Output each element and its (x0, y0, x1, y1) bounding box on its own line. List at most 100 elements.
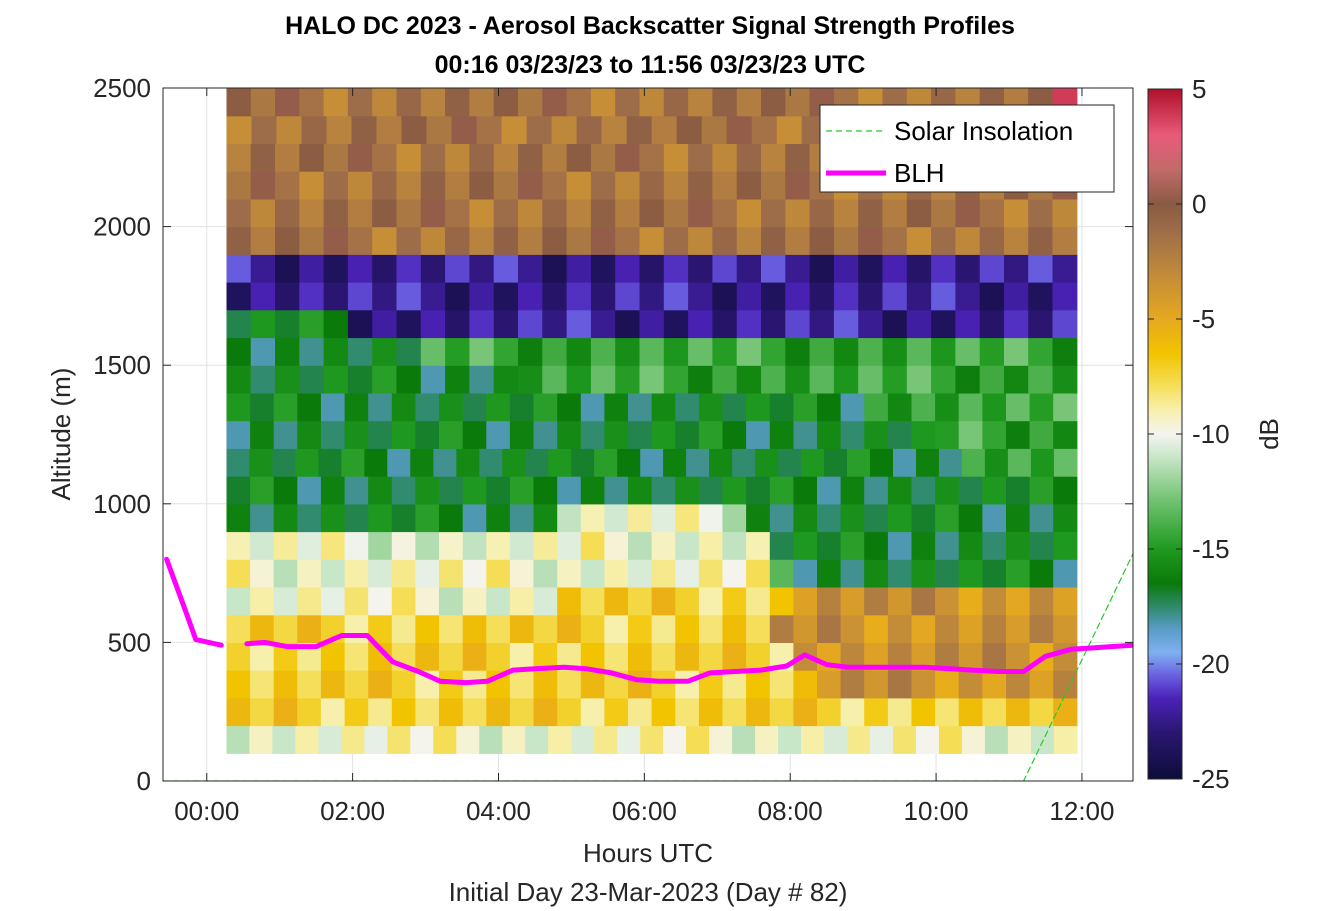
colorbar-tick-label: 0 (1192, 189, 1206, 219)
heatmap-cell (712, 337, 738, 366)
heatmap-cell (250, 614, 275, 643)
heatmap-cell (518, 254, 543, 283)
heatmap-cell (736, 143, 762, 172)
heatmap-cell (320, 392, 346, 422)
heatmap-cell (935, 670, 960, 699)
heatmap-cell (712, 282, 738, 311)
heatmap-cell (726, 115, 753, 144)
heatmap-cell (462, 503, 487, 533)
heatmap-cell (525, 725, 549, 754)
heatmap-cell (1053, 670, 1078, 699)
heatmap-cell (226, 337, 252, 366)
heatmap-cell (663, 337, 689, 366)
heatmap-cell (864, 697, 889, 727)
heatmap-cell (276, 115, 303, 144)
heatmap-cell (391, 670, 416, 699)
heatmap-cell (911, 392, 936, 422)
heatmap-cell (906, 365, 932, 394)
heatmap-cell (935, 476, 960, 505)
heatmap-cell (590, 226, 616, 255)
heatmap-cell (566, 365, 592, 394)
heatmap-cell (1029, 670, 1054, 699)
heatmap-cell (736, 254, 762, 283)
heatmap-cell (391, 476, 416, 505)
heatmap-cell (420, 337, 446, 366)
heatmap-cell (931, 198, 956, 228)
heatmap-cell (250, 282, 276, 311)
heatmap-cell (542, 365, 568, 394)
heatmap-cell (576, 115, 603, 144)
heatmap-cell (887, 670, 913, 699)
heatmap-cell (858, 337, 884, 366)
heatmap-cell (761, 226, 786, 255)
heatmap-cell (761, 254, 786, 283)
heatmap-cell (1029, 531, 1054, 560)
heatmap-cell (615, 143, 641, 172)
heatmap-cell (833, 309, 859, 339)
heatmap-cell (462, 476, 487, 505)
heatmap-cell (323, 282, 349, 311)
heatmap-cell (323, 88, 349, 117)
heatmap-cell (396, 282, 422, 311)
heatmap-cell (590, 254, 616, 283)
heatmap-cell (833, 365, 859, 394)
heatmap-cell (628, 614, 653, 643)
heatmap-cell (722, 697, 747, 727)
heatmap-cell (824, 725, 848, 754)
heatmap-cell (712, 143, 738, 172)
heatmap-cell (958, 670, 983, 699)
heatmap-cell (722, 476, 747, 505)
heatmap-cell (785, 143, 811, 172)
heatmap-cell (675, 420, 700, 449)
heatmap-cell (439, 392, 464, 422)
heatmap-cell (486, 531, 511, 560)
heatmap-cell (712, 226, 738, 255)
heatmap-cell (566, 171, 592, 200)
heatmap-cell (847, 448, 871, 477)
heatmap-cell (628, 531, 653, 560)
colorbar-label: dB (1254, 418, 1284, 450)
heatmap-cell (415, 642, 440, 671)
y-tick-label: 500 (108, 627, 151, 657)
heatmap-cell (249, 448, 273, 477)
heatmap-cell (1006, 392, 1031, 422)
heatmap-cell (833, 337, 859, 366)
heatmap-cell (415, 420, 440, 449)
heatmap-cell (533, 697, 558, 727)
heatmap-cell (911, 476, 936, 505)
heatmap-cell (935, 420, 960, 449)
heatmap-cell (557, 559, 582, 588)
heatmap-cell (493, 337, 519, 366)
heatmap-cell (557, 614, 582, 643)
heatmap-cell (1029, 587, 1054, 616)
heatmap-cell (688, 309, 713, 339)
heatmap-cell (651, 642, 676, 671)
heatmap-cell (746, 697, 771, 727)
heatmap-cell (732, 725, 756, 754)
heatmap-cell (698, 531, 724, 560)
x-axis-ticks: 00:00 02:00 04:00 06:00 08:00 10:00 12:00 (174, 88, 1114, 826)
heatmap-cell (250, 337, 276, 366)
heatmap-cell (761, 337, 786, 366)
legend: Solar Insolation BLH (819, 104, 1115, 193)
heatmap-cell (410, 448, 434, 477)
heatmap-cell (557, 503, 582, 533)
heatmap-cell (761, 282, 786, 311)
heatmap-cell (931, 337, 956, 366)
heatmap-cell (906, 254, 932, 283)
heatmap-cell (958, 642, 983, 671)
heatmap-cell (476, 115, 503, 144)
heatmap-cell (604, 697, 629, 727)
heatmap-cell (1053, 614, 1078, 643)
heatmap-cell (420, 309, 446, 339)
x-axis-label: Hours UTC (583, 838, 713, 868)
heatmap-cell (1029, 503, 1054, 533)
heatmap-cell (226, 614, 251, 643)
heatmap-cell (688, 143, 713, 172)
heatmap-cell (297, 614, 322, 643)
heatmap-cell (911, 531, 936, 560)
heatmap-cell (1053, 392, 1078, 422)
heatmap-cell (275, 309, 300, 339)
heatmap-cell (420, 282, 446, 311)
heatmap-cell (486, 642, 511, 671)
